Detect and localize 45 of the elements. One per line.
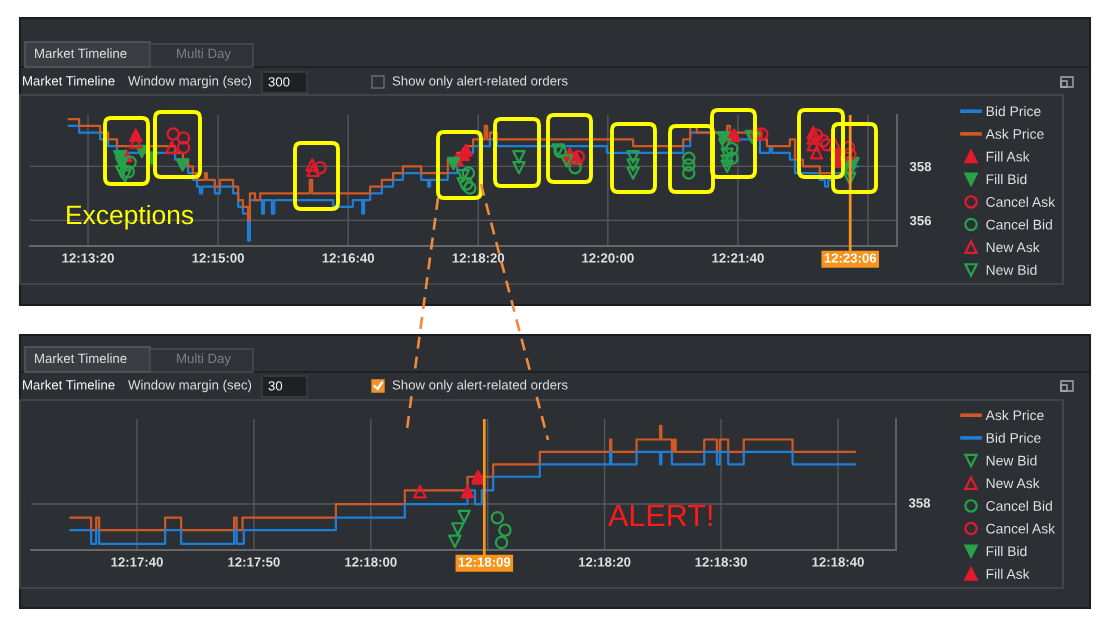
- legend-label: Fill Ask: [986, 151, 1030, 162]
- legend-label: Cancel Bid: [986, 219, 1052, 230]
- x-tick-label: 12:15:00: [192, 253, 244, 263]
- legend-label: Fill Bid: [986, 546, 1027, 557]
- ref-line-label: 12:18:09: [458, 557, 511, 567]
- x-tick-label: 12:20:00: [582, 253, 634, 263]
- x-tick-label: 12:18:20: [452, 253, 505, 263]
- annotation: ALERT!: [608, 504, 712, 526]
- text: Window margin (sec): [128, 75, 252, 89]
- chart-title: Market Timeline: [23, 379, 115, 390]
- legend-label: Fill Ask: [986, 568, 1030, 579]
- text: Show only alert-related orders: [392, 75, 568, 89]
- legend-label: New Bid: [986, 455, 1037, 466]
- legend-label: New Ask: [986, 242, 1040, 253]
- ref-line-label: 12:23:06: [824, 253, 877, 263]
- text: Show only alert-related orders: [392, 379, 568, 393]
- text: Multi Day: [177, 48, 231, 61]
- chart-title: Market Timeline: [23, 75, 115, 86]
- legend-label: Ask Price: [985, 410, 1044, 421]
- legend-label: Ask Price: [985, 128, 1044, 139]
- x-tick-label: 12:13:20: [62, 253, 114, 263]
- annotation: Exceptions: [67, 204, 194, 230]
- x-tick-label: 12:21:40: [712, 253, 764, 263]
- text: Market Timeline: [35, 48, 127, 59]
- legend-label: New Bid: [986, 264, 1037, 275]
- x-tick-label: 12:18:40: [812, 557, 864, 567]
- legend-label: Cancel Ask: [986, 196, 1056, 207]
- text: Multi Day: [177, 353, 231, 366]
- x-tick-label: 12:17:50: [228, 557, 280, 567]
- x-tick-label: 12:18:20: [579, 557, 631, 567]
- y-tick-label: 356: [909, 215, 932, 226]
- legend-label: Cancel Bid: [986, 500, 1052, 511]
- x-tick-label: 12:18:00: [345, 557, 397, 567]
- text: 30: [268, 381, 283, 391]
- legend-label: Fill Bid: [986, 174, 1027, 185]
- x-tick-label: 12:16:40: [322, 253, 375, 263]
- text: Market Timeline: [35, 353, 127, 364]
- x-tick-label: 12:18:30: [695, 557, 747, 567]
- legend-label: Cancel Ask: [986, 523, 1056, 534]
- x-tick-label: 12:17:40: [111, 557, 163, 567]
- text: 300: [268, 77, 290, 87]
- legend-label: New Ask: [986, 478, 1040, 489]
- legend-label: Bid Price: [986, 106, 1041, 117]
- legend-label: Bid Price: [986, 432, 1041, 443]
- text: Window margin (sec): [128, 379, 252, 393]
